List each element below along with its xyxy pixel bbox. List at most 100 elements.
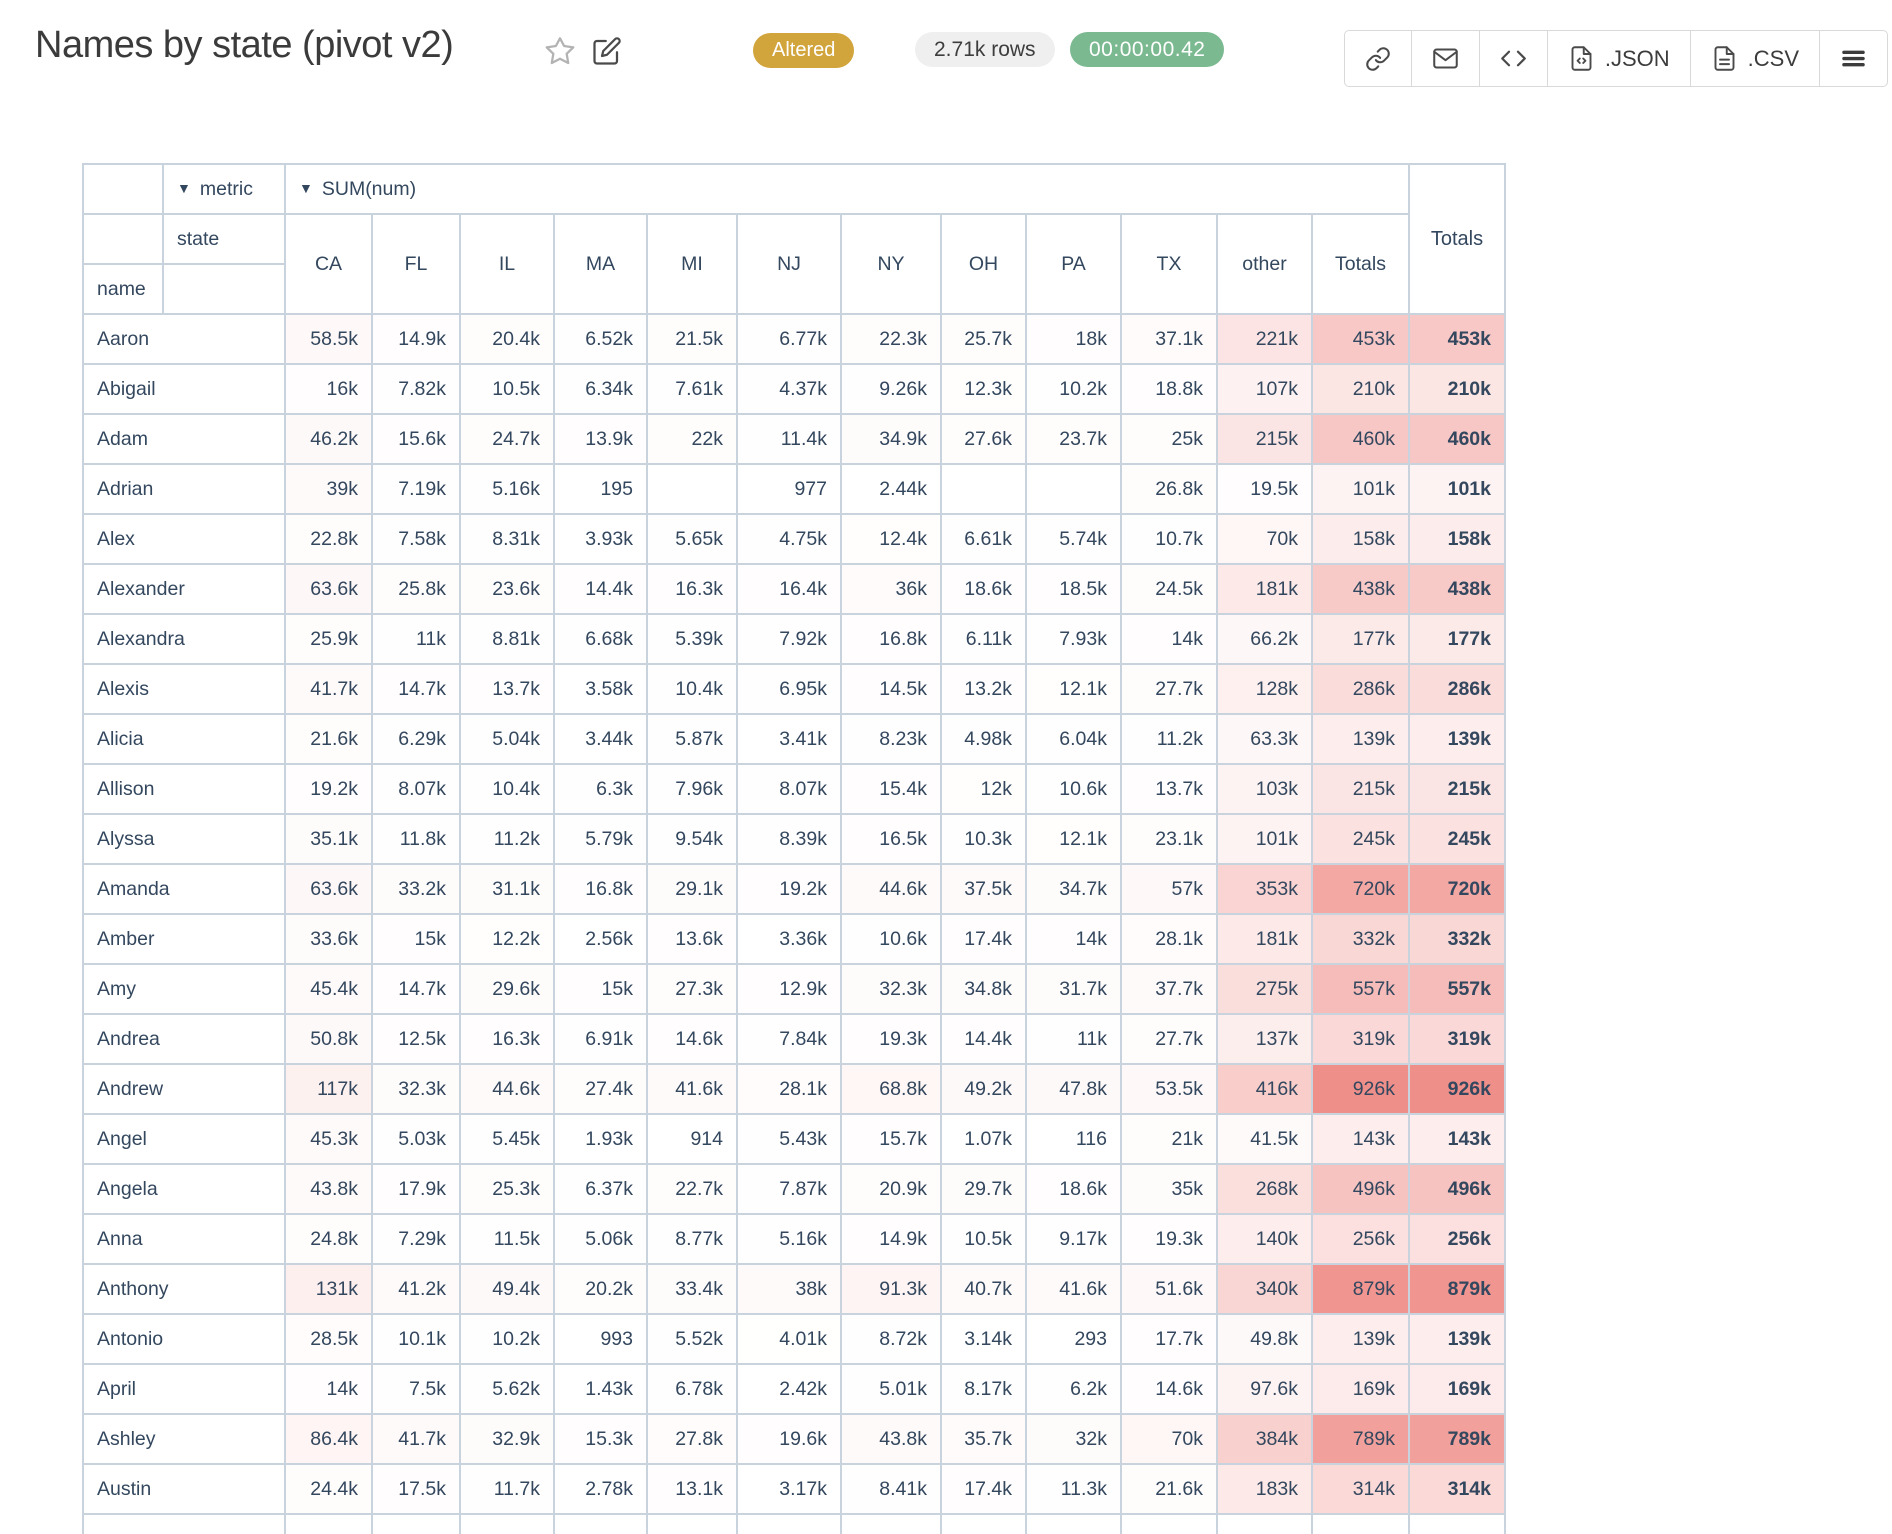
email-button[interactable] bbox=[1410, 31, 1479, 86]
value-cell-oh: 6.11k bbox=[940, 613, 1027, 665]
value-cell-ca: 46.2k bbox=[284, 413, 373, 465]
value-cell-ma: 16.8k bbox=[553, 863, 648, 915]
value-cell-mi: 16.3k bbox=[646, 563, 738, 615]
table-row: Alexander 63.6k 25.8k 23.6k 14.4k 16.3k 16.4k 3… bbox=[82, 563, 1506, 615]
table-row: Alex 22.8k 7.58k 8.31k 3.93k 5.65k 4.75k 12.4k 6… bbox=[82, 513, 1506, 565]
grand-total-cell: 101k bbox=[1408, 463, 1506, 515]
value-cell-oh: 13.2k bbox=[940, 663, 1027, 715]
table-row: Alexandra 25.9k 11k 8.81k 6.68k 5.39k 7.92k 16.… bbox=[82, 613, 1506, 665]
value-cell-il: 29.6k bbox=[459, 963, 555, 1015]
col-header-ny: NY bbox=[840, 213, 942, 315]
value-cell-ny: 5.01k bbox=[840, 1363, 942, 1415]
value-cell-nj: 6.95k bbox=[736, 663, 842, 715]
value-cell-mi: 27.3k bbox=[646, 963, 738, 1015]
value-cell-il: 24.7k bbox=[459, 413, 555, 465]
value-cell-mi: 5.65k bbox=[646, 513, 738, 565]
corner-cell bbox=[82, 163, 164, 215]
value-cell-totals: 215k bbox=[1311, 763, 1410, 815]
export-csv-button[interactable]: .CSV bbox=[1689, 31, 1819, 86]
elapsed-time-badge: 00:00:00.42 bbox=[1070, 32, 1225, 67]
value-cell-tx: 21k bbox=[1120, 1113, 1218, 1165]
value-cell-other: 215k bbox=[1216, 413, 1313, 465]
value-cell-fl: 32.3k bbox=[371, 1063, 461, 1115]
value-cell-tx: 11.2k bbox=[1120, 713, 1218, 765]
value-cell-oh: 25.7k bbox=[940, 313, 1027, 365]
value-cell-fl: 11k bbox=[371, 613, 461, 665]
grand-total-cell: 319k bbox=[1408, 1013, 1506, 1065]
more-menu-button[interactable] bbox=[1819, 31, 1887, 86]
value-cell-tx: 19.3k bbox=[1120, 1213, 1218, 1265]
value-cell-other: 140k bbox=[1216, 1213, 1313, 1265]
value-cell-other: 181k bbox=[1216, 563, 1313, 615]
value-cell-fl: 11.8k bbox=[371, 813, 461, 865]
value-cell-pa: 12.1k bbox=[1025, 663, 1122, 715]
value-cell-other: 49.8k bbox=[1216, 1313, 1313, 1365]
favorite-star-icon[interactable] bbox=[544, 35, 576, 67]
value-cell-oh: 49.2k bbox=[940, 1063, 1027, 1115]
value-cell-tx: 17.7k bbox=[1120, 1313, 1218, 1365]
value-cell-totals: 158k bbox=[1311, 513, 1410, 565]
value-cell-totals: 496k bbox=[1311, 1163, 1410, 1215]
row-label: Austin bbox=[82, 1463, 286, 1515]
value-cell-ma: 2.78k bbox=[553, 1463, 648, 1515]
table-row: Aaron 58.5k 14.9k 20.4k 6.52k 21.5k 6.77k 22.3k… bbox=[82, 313, 1506, 365]
col-dim-label: state bbox=[162, 213, 286, 265]
value-cell-ca: 16k bbox=[284, 363, 373, 415]
value-cell-il: 31.1k bbox=[459, 863, 555, 915]
value-cell-ca: 39k bbox=[284, 463, 373, 515]
value-cell-ma: 27.4k bbox=[553, 1063, 648, 1115]
value-cell-ma: 5.79k bbox=[553, 813, 648, 865]
empty-cell bbox=[1120, 1513, 1218, 1534]
metric-value-dropdown[interactable]: ▼ SUM(num) bbox=[284, 163, 1410, 215]
row-label: Amanda bbox=[82, 863, 286, 915]
table-row: Adam 46.2k 15.6k 24.7k 13.9k 22k 11.4k 34.9k 27.… bbox=[82, 413, 1506, 465]
grand-total-cell: 177k bbox=[1408, 613, 1506, 665]
export-json-button[interactable]: .JSON bbox=[1546, 31, 1690, 86]
value-cell-ny: 34.9k bbox=[840, 413, 942, 465]
value-cell-mi: 9.54k bbox=[646, 813, 738, 865]
empty-cell bbox=[1216, 1513, 1313, 1534]
value-cell-pa: 293 bbox=[1025, 1313, 1122, 1365]
value-cell-other: 101k bbox=[1216, 813, 1313, 865]
value-cell-pa bbox=[1025, 463, 1122, 515]
value-cell-fl: 7.5k bbox=[371, 1363, 461, 1415]
row-label: Amber bbox=[82, 913, 286, 965]
file-code-icon bbox=[1571, 46, 1592, 71]
value-cell-oh: 34.8k bbox=[940, 963, 1027, 1015]
value-cell-mi: 27.8k bbox=[646, 1413, 738, 1465]
value-cell-il: 5.04k bbox=[459, 713, 555, 765]
table-row: Andrew 117k 32.3k 44.6k 27.4k 41.6k 28.1k 68.8k… bbox=[82, 1063, 1506, 1115]
value-cell-totals: 319k bbox=[1311, 1013, 1410, 1065]
col-header-tx: TX bbox=[1120, 213, 1218, 315]
page-title: Names by state (pivot v2) bbox=[35, 24, 454, 66]
grand-total-cell: 557k bbox=[1408, 963, 1506, 1015]
table-row: Adrian 39k 7.19k 5.16k 195 977 2.44k 26.8k 19.5k… bbox=[82, 463, 1506, 515]
value-cell-ny: 8.23k bbox=[840, 713, 942, 765]
edit-pencil-icon[interactable] bbox=[592, 36, 622, 66]
value-cell-nj: 3.36k bbox=[736, 913, 842, 965]
value-cell-other: 416k bbox=[1216, 1063, 1313, 1115]
value-cell-nj: 11.4k bbox=[736, 413, 842, 465]
partial-row bbox=[82, 1513, 1506, 1534]
value-cell-ma: 6.37k bbox=[553, 1163, 648, 1215]
embed-code-button[interactable] bbox=[1478, 31, 1547, 86]
value-cell-ma: 3.44k bbox=[553, 713, 648, 765]
table-row: Austin 24.4k 17.5k 11.7k 2.78k 13.1k 3.17k 8.41… bbox=[82, 1463, 1506, 1515]
empty-cell bbox=[371, 1513, 461, 1534]
value-cell-oh: 27.6k bbox=[940, 413, 1027, 465]
value-cell-totals: 169k bbox=[1311, 1363, 1410, 1415]
share-link-button[interactable] bbox=[1345, 31, 1411, 86]
value-cell-totals: 438k bbox=[1311, 563, 1410, 615]
value-cell-fl: 41.7k bbox=[371, 1413, 461, 1465]
grand-total-cell: 210k bbox=[1408, 363, 1506, 415]
value-cell-totals: 139k bbox=[1311, 1313, 1410, 1365]
value-cell-totals: 557k bbox=[1311, 963, 1410, 1015]
value-cell-pa: 10.2k bbox=[1025, 363, 1122, 415]
value-cell-ca: 86.4k bbox=[284, 1413, 373, 1465]
value-cell-other: 107k bbox=[1216, 363, 1313, 415]
grand-total-cell: 496k bbox=[1408, 1163, 1506, 1215]
value-cell-ca: 21.6k bbox=[284, 713, 373, 765]
value-cell-totals: 177k bbox=[1311, 613, 1410, 665]
metric-dropdown[interactable]: ▼ metric bbox=[162, 163, 286, 215]
